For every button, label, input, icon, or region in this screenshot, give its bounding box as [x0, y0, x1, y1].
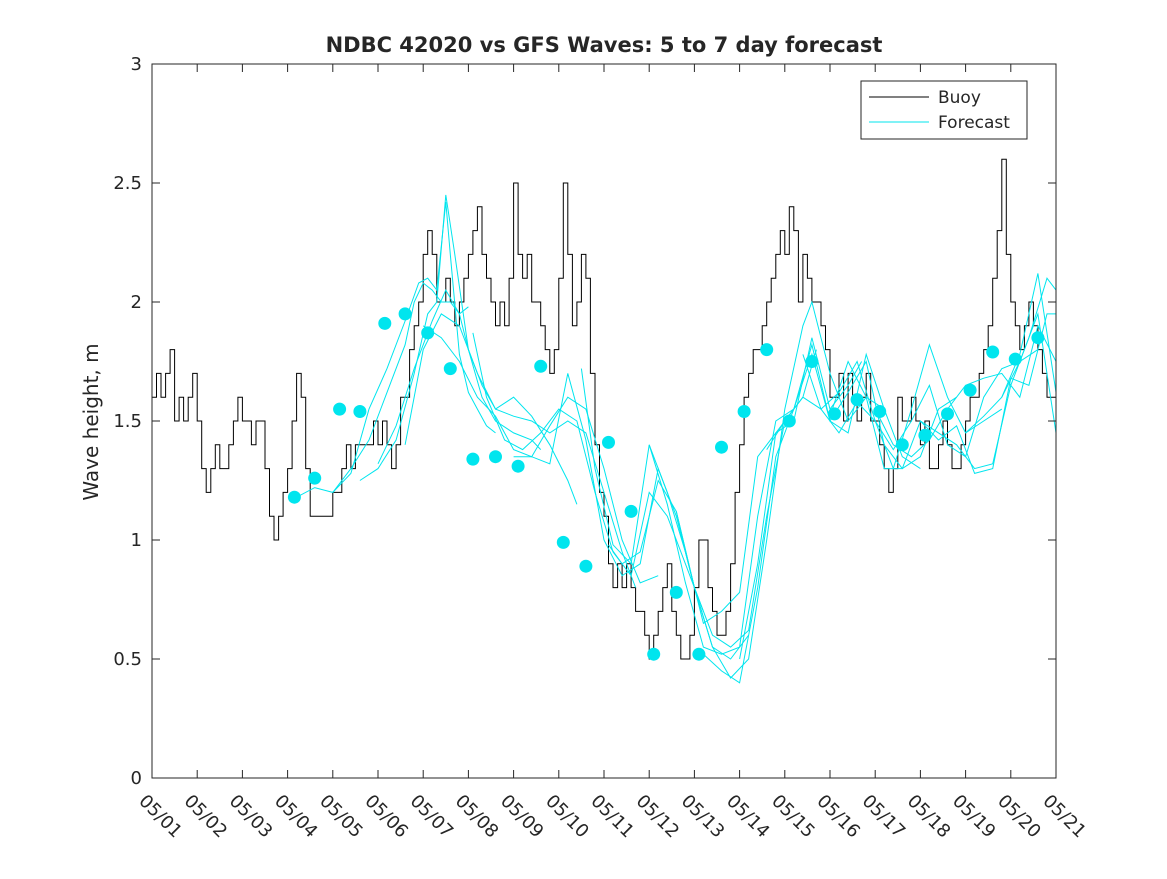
forecast-marker-point [466, 452, 480, 466]
forecast-run-line-0 [296, 282, 469, 498]
legend-box [860, 80, 1028, 140]
chart-title: NDBC 42020 vs GFS Waves: 5 to 7 day fore… [326, 33, 883, 57]
forecast-marker-point [918, 428, 932, 442]
forecast-marker-point [421, 326, 435, 340]
y-tick-label: 3 [131, 54, 142, 75]
forecast-marker-point [986, 345, 1000, 359]
forecast-marker-point [398, 307, 412, 321]
forecast-run-line-20 [1001, 311, 1057, 433]
forecast-run-line-11 [675, 300, 885, 679]
y-tick-label: 1.5 [113, 411, 142, 432]
forecast-marker-point [850, 393, 864, 407]
forecast-marker-point [378, 316, 392, 330]
forecast-marker-point [895, 438, 909, 452]
forecast-marker-point [333, 402, 347, 416]
forecast-marker-point [308, 471, 322, 485]
forecast-run-line-10 [648, 337, 863, 625]
forecast-run-line-2 [359, 194, 542, 481]
forecast-marker-point [579, 559, 593, 573]
forecast-marker-point [941, 407, 954, 421]
forecast-run-line-8 [580, 368, 795, 655]
forecast-marker-point [624, 504, 638, 518]
y-tick-label: 0.5 [113, 649, 142, 670]
forecast-marker-point [556, 535, 570, 549]
forecast-marker-point [602, 435, 615, 449]
forecast-marker-point [692, 647, 706, 661]
forecast-run-line-17 [874, 324, 1057, 458]
forecast-marker-point [1008, 352, 1022, 366]
legend: Buoy Forecast [860, 80, 1028, 140]
forecast-marker-point [873, 405, 887, 418]
forecast-marker-point [669, 585, 683, 599]
forecast-run-line-1 [332, 201, 496, 493]
forecast-marker-point [287, 490, 301, 504]
forecast-marker-point [782, 414, 796, 428]
y-axis-label: Wave height, m [79, 343, 103, 500]
y-tick-label: 2 [131, 292, 142, 313]
forecast-marker-point [737, 405, 751, 418]
forecast-marker-point [805, 355, 819, 368]
forecast-marker-point [534, 359, 548, 373]
forecast-run-line-13 [739, 352, 957, 660]
legend-label-buoy: Buoy [938, 88, 981, 108]
forecast-run-line-14 [766, 343, 1003, 471]
forecast-marker-point [647, 647, 661, 661]
plot-area [152, 158, 1057, 684]
forecast-run-line-19 [965, 273, 1057, 434]
forecast-marker-point [963, 383, 977, 397]
forecast-marker-point [828, 407, 841, 421]
forecast-run-line-4 [404, 313, 637, 588]
legend-label-forecast: Forecast [938, 113, 1010, 133]
y-tick-label: 1 [131, 530, 142, 551]
forecast-run-line-5 [422, 325, 659, 584]
forecast-marker-point [715, 440, 728, 454]
y-tick-label: 0 [131, 768, 142, 789]
forecast-marker-point [353, 405, 367, 418]
forecast-marker-point [443, 362, 457, 376]
forecast-marker-point [1031, 331, 1045, 345]
forecast-run-line-15 [802, 349, 1039, 458]
forecast-run-line-6 [472, 332, 704, 612]
forecast-marker-point [760, 343, 774, 357]
forecast-marker-point [511, 459, 525, 473]
y-tick-label: 2.5 [113, 173, 142, 194]
forecast-marker-point [489, 450, 502, 464]
